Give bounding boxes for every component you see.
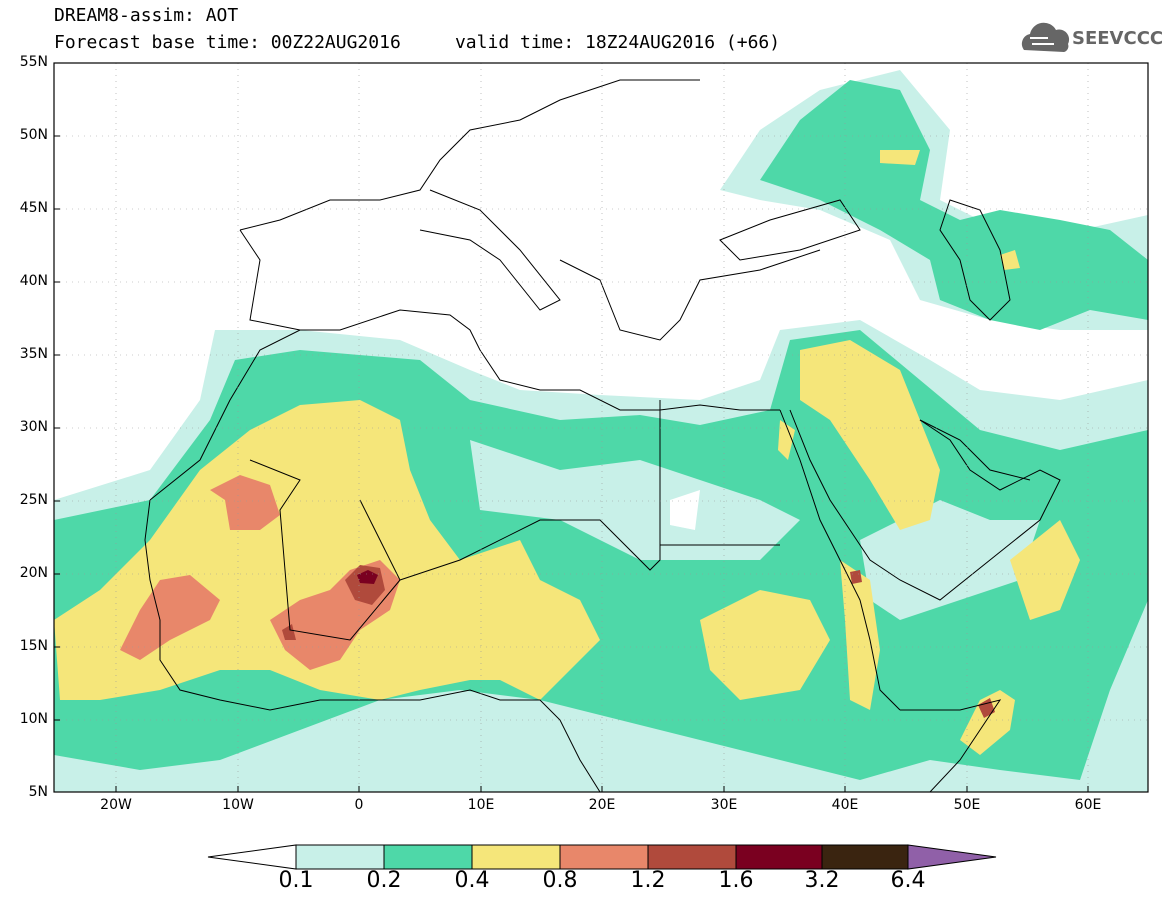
lon-label: 0 xyxy=(354,797,364,813)
lat-label: 20N xyxy=(19,565,48,581)
colorbar-segment-2 xyxy=(471,844,561,870)
colorbar-label: 0.1 xyxy=(278,868,314,893)
lat-label: 5N xyxy=(28,784,48,800)
colorbar-label: 3.2 xyxy=(804,868,840,893)
colorbar-label: 0.2 xyxy=(366,868,402,893)
colorbar-label: 1.2 xyxy=(630,868,666,893)
lon-label: 20W xyxy=(100,797,132,813)
colorbar xyxy=(207,844,997,870)
lat-label: 35N xyxy=(19,346,48,362)
lat-label: 15N xyxy=(19,638,48,654)
map-title: DREAM8-assim: AOT xyxy=(54,5,239,26)
logo-text: SEEVCCC xyxy=(1072,28,1164,49)
lat-label: 55N xyxy=(19,54,48,70)
lat-label: 10N xyxy=(19,711,48,727)
lon-label: 10W xyxy=(222,797,254,813)
colorbar-label: 0.8 xyxy=(542,868,578,893)
colorbar-label: 0.4 xyxy=(454,868,490,893)
colorbar-label: 1.6 xyxy=(718,868,754,893)
lon-label: 60E xyxy=(1074,797,1102,813)
colorbar-segment-6 xyxy=(821,844,909,870)
lat-label: 50N xyxy=(19,127,48,143)
lon-label: 40E xyxy=(831,797,859,813)
colorbar-label: 6.4 xyxy=(890,868,926,893)
lon-label: 20E xyxy=(588,797,616,813)
colorbar-segment-4 xyxy=(647,844,737,870)
aot-field xyxy=(54,70,1148,792)
grid xyxy=(54,63,1148,792)
colorbar-over-arrow xyxy=(907,844,997,870)
cloud-logo-icon xyxy=(1021,22,1070,52)
colorbar-segment-1 xyxy=(383,844,473,870)
colorbar-under-arrow xyxy=(207,844,297,870)
aot-band-0.8 xyxy=(120,575,220,660)
lon-label: 10E xyxy=(467,797,495,813)
ticks xyxy=(54,62,1089,792)
lon-label: 50E xyxy=(953,797,981,813)
lat-label: 25N xyxy=(19,492,48,508)
lon-label: 30E xyxy=(710,797,738,813)
lat-label: 45N xyxy=(19,200,48,216)
aot-band-1.6 xyxy=(357,570,378,584)
colorbar-segment-0 xyxy=(295,844,385,870)
forecast-times: Forecast base time: 00Z22AUG2016 valid t… xyxy=(54,32,781,53)
lat-label: 30N xyxy=(19,419,48,435)
colorbar-segment-5 xyxy=(735,844,823,870)
lat-label: 40N xyxy=(19,273,48,289)
coastlines xyxy=(144,79,1061,792)
colorbar-segment-3 xyxy=(559,844,649,870)
